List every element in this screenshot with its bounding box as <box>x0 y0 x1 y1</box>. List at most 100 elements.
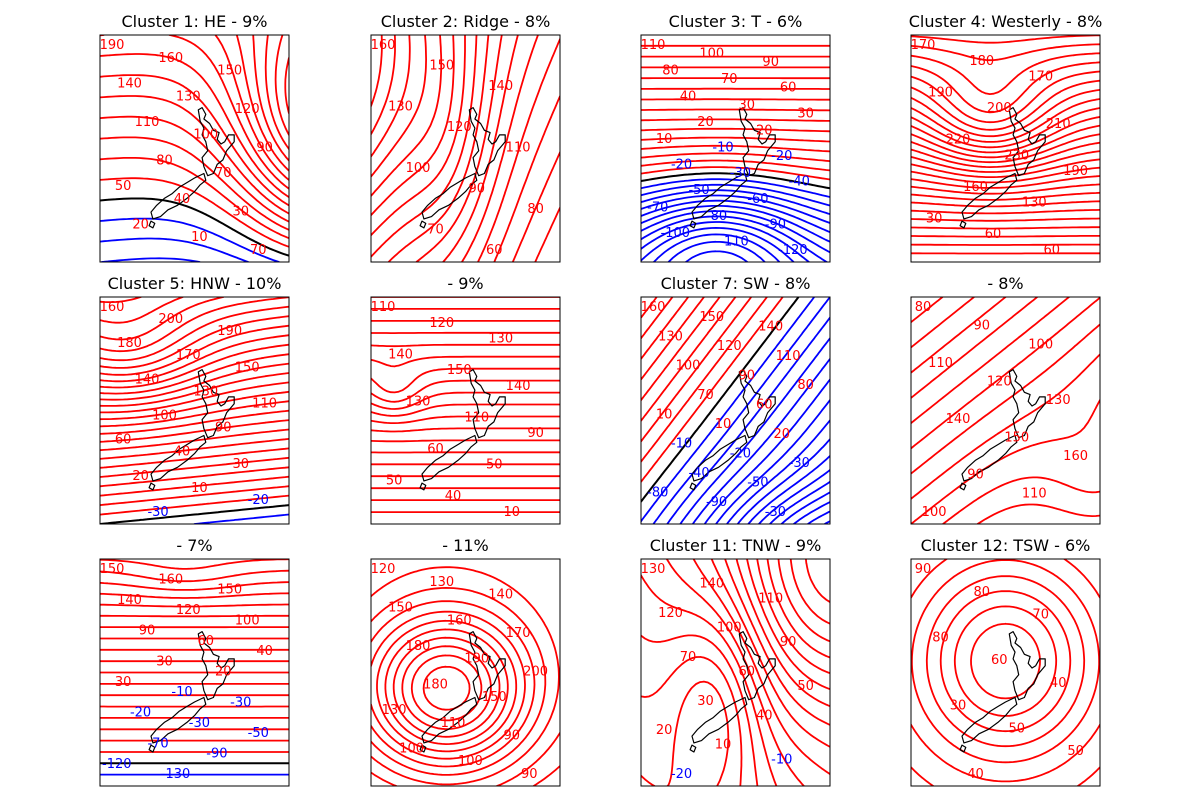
contour-label: 180 <box>423 677 448 692</box>
positive-contour-line <box>371 403 560 417</box>
positive-contour-line <box>371 367 560 394</box>
positive-contour-line <box>925 575 1086 748</box>
positive-contour-line <box>371 35 443 197</box>
contour-label: 70 <box>250 243 267 258</box>
positive-contour-line <box>911 297 1007 374</box>
positive-contour-line <box>442 35 519 262</box>
contour-label: 30 <box>739 98 756 113</box>
contour-label: 160 <box>158 572 183 587</box>
positive-contour-line <box>641 297 705 381</box>
positive-contour-line <box>641 297 753 443</box>
coastline <box>738 631 776 701</box>
positive-contour-line <box>911 297 1039 399</box>
negative-contour-line <box>641 221 810 262</box>
contour-label: 150 <box>217 583 242 598</box>
positive-contour-line <box>777 559 830 643</box>
positive-contour-line <box>371 35 455 217</box>
positive-contour-line <box>100 428 289 452</box>
contour-label: 140 <box>758 320 783 335</box>
negative-contour-line <box>666 316 830 524</box>
positive-contour-line <box>100 372 289 407</box>
contour-label: 110 <box>506 141 531 156</box>
positive-contour-line <box>641 297 690 360</box>
contour-label: -50 <box>248 726 269 741</box>
contour-label: 150 <box>100 562 125 577</box>
coastline <box>691 696 748 744</box>
coastline <box>421 696 478 744</box>
positive-contour-line <box>100 400 289 428</box>
contour-label: 90 <box>527 426 544 441</box>
panel-9: - 7% 150 160 150 140 120 100 90 60 40 30 20 30 -10 -30… <box>99 536 290 787</box>
contour-label: 70 <box>697 388 714 403</box>
contour-label: 80 <box>662 64 679 79</box>
contour-label: 110 <box>441 716 466 731</box>
contour-label: 120 <box>429 316 454 331</box>
negative-contour-line <box>641 297 816 523</box>
positive-contour-line <box>100 74 289 207</box>
contour-label: 140 <box>117 593 142 608</box>
contour-label: -120 <box>102 757 132 772</box>
positive-contour-line <box>911 150 1100 173</box>
panel-frame <box>99 558 290 787</box>
positive-contour-line <box>100 315 289 369</box>
contour-label: 190 <box>217 324 242 339</box>
contour-label: 130 <box>1046 393 1071 408</box>
contour-lines: 80 90 100 110 120 130 140 150 160 90 110 100 <box>911 297 1100 524</box>
new-zealand-outline <box>148 631 235 753</box>
panel-frame <box>910 558 1101 787</box>
contour-label: -20 <box>130 706 151 721</box>
positive-contour-line <box>410 654 483 722</box>
coastline <box>197 631 235 701</box>
contour-label: 40 <box>967 767 984 782</box>
positive-contour-line <box>100 614 289 618</box>
positive-contour-line <box>911 89 1100 138</box>
positive-contour-line <box>100 390 289 421</box>
contour-label: 130 <box>1022 196 1047 211</box>
contour-label: 90 <box>739 368 756 383</box>
panel-frame <box>99 34 290 263</box>
coastline <box>468 631 506 701</box>
contour-label: -30 <box>730 166 751 181</box>
positive-contour-line <box>641 297 674 340</box>
contour-lines: 11010090807060403030202010-10-20-20-30-4… <box>641 38 830 262</box>
new-zealand-outline <box>148 369 235 491</box>
contour-label: 110 <box>135 115 160 130</box>
positive-contour-line <box>641 297 721 402</box>
contour-lines: 160 150 140 130 120 110 100 90 80 70 60 10 10 20 -10 -2… <box>641 297 830 524</box>
coastline <box>691 434 748 482</box>
contour-label: 30 <box>697 694 714 709</box>
positive-contour-line <box>376 619 518 753</box>
contour-label: 150 <box>217 64 242 79</box>
positive-contour-line <box>911 297 1070 424</box>
positive-contour-line <box>371 610 526 760</box>
positive-contour-line <box>911 35 1100 44</box>
positive-contour-line <box>911 217 1100 222</box>
new-zealand-outline <box>689 369 776 491</box>
contour-label: -100 <box>661 226 691 241</box>
contour-label: 30 <box>233 205 250 220</box>
contour-label: 170 <box>176 348 201 363</box>
positive-contour-line <box>371 35 466 237</box>
contour-label: 140 <box>946 412 971 427</box>
positive-contour-line <box>641 98 830 101</box>
panel-12: Cluster 12: TSW - 6% 90 80 70 80 60 40 30 50 50 40 <box>910 536 1101 787</box>
contour-label: 60 <box>991 653 1008 668</box>
contour-label: 180 <box>406 639 431 654</box>
contour-label: 120 <box>176 603 201 618</box>
negative-contour-line <box>652 233 781 262</box>
positive-contour-line <box>371 587 547 776</box>
contour-label: 110 <box>776 349 801 364</box>
contour-label: -10 <box>171 685 192 700</box>
contour-label: -110 <box>719 235 749 250</box>
positive-contour-line <box>911 79 1100 131</box>
positive-contour-line <box>911 116 1100 154</box>
positive-contour-line <box>911 166 1100 184</box>
contour-label: 50 <box>386 474 403 489</box>
new-zealand-outline <box>419 369 506 491</box>
contour-label: -20 <box>771 149 792 164</box>
contour-label: -50 <box>747 476 768 491</box>
positive-contour-line <box>371 35 396 136</box>
contour-label: -50 <box>688 183 709 198</box>
contour-label: 90 <box>780 635 797 650</box>
panel-title: - 11% <box>442 536 488 555</box>
